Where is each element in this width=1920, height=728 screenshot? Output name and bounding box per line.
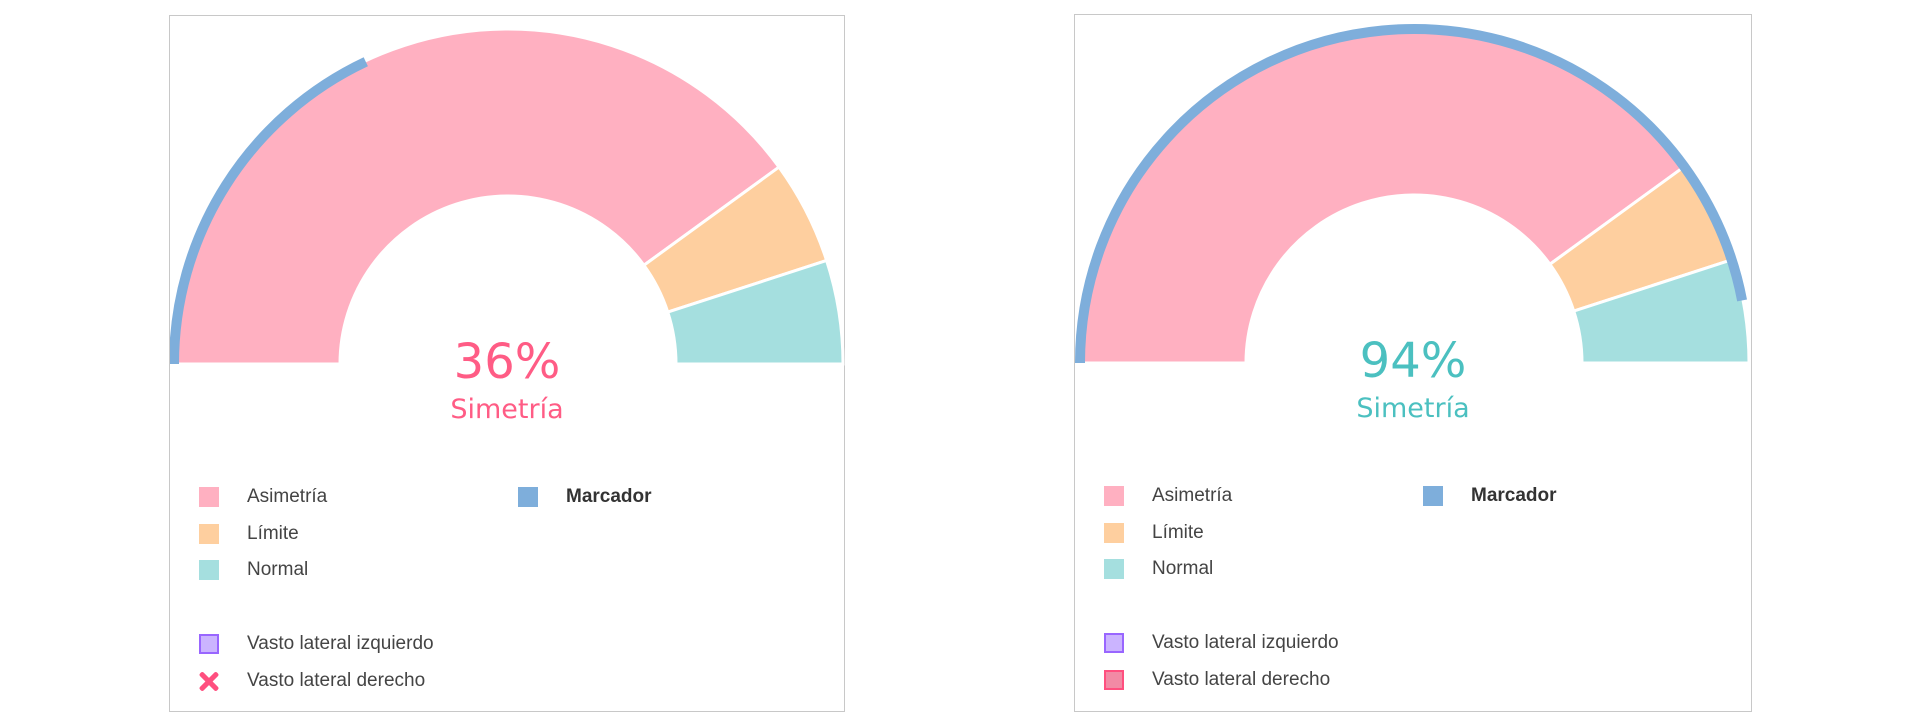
legend-label: Normal <box>247 559 309 580</box>
legend-label: Vasto lateral izquierdo <box>247 633 434 654</box>
legend-label: Asimetría <box>1152 485 1233 506</box>
legend-marcador[interactable]: Marcador <box>1423 484 1557 508</box>
legend-limite[interactable]: Límite <box>199 522 299 546</box>
asimetria-swatch-icon <box>199 487 219 507</box>
legend-vasto-izquierdo[interactable]: Vasto lateral izquierdo <box>199 632 434 656</box>
gauge-value: 36% <box>453 334 561 390</box>
legend-label: Vasto lateral derecho <box>247 670 426 691</box>
gauge-value: 94% <box>1359 333 1467 389</box>
legend-normal[interactable]: Normal <box>199 558 308 582</box>
legend-vasto-derecho[interactable]: Vasto lateral derecho <box>1104 668 1330 692</box>
square-icon <box>1104 670 1124 690</box>
gauge-label: Simetría <box>1356 393 1470 424</box>
square-icon <box>1104 633 1124 653</box>
legend-label: Asimetría <box>247 486 328 507</box>
gauge-label: Simetría <box>450 394 564 425</box>
marker-arc <box>1075 24 1747 364</box>
marcador-swatch-icon <box>518 487 538 507</box>
square-icon <box>199 634 219 654</box>
limite-swatch-icon <box>199 524 219 544</box>
marcador-swatch-icon <box>1423 486 1443 506</box>
marker-arc <box>170 57 368 365</box>
legend-vasto-izquierdo[interactable]: Vasto lateral izquierdo <box>1104 631 1339 655</box>
legend-asimetria[interactable]: Asimetría <box>1104 484 1232 508</box>
legend-label: Marcador <box>566 486 652 507</box>
legend-label: Vasto lateral izquierdo <box>1152 632 1339 653</box>
legend-normal[interactable]: Normal <box>1104 557 1213 581</box>
legend-marcador[interactable]: Marcador <box>518 485 652 509</box>
cross-icon <box>199 671 219 691</box>
gauge-card-left: 36% Simetría Asimetría Límite Normal Mar… <box>169 15 845 712</box>
band-normal[interactable] <box>665 258 845 366</box>
gauge-svg <box>170 27 845 366</box>
legend-label: Vasto lateral derecho <box>1152 669 1331 690</box>
asimetria-swatch-icon <box>1104 486 1124 506</box>
legend-asimetria[interactable]: Asimetría <box>199 485 327 509</box>
legend-vasto-derecho[interactable]: Vasto lateral derecho <box>199 669 425 693</box>
gauge-card-right: 94% Simetría Asimetría Límite Normal Mar… <box>1074 14 1752 712</box>
legend-label: Límite <box>247 523 299 544</box>
legend-label: Marcador <box>1471 485 1557 506</box>
normal-swatch-icon <box>1104 559 1124 579</box>
legend-label: Límite <box>1152 522 1204 543</box>
legend-label: Normal <box>1152 558 1214 579</box>
normal-swatch-icon <box>199 560 219 580</box>
legend-limite[interactable]: Límite <box>1104 521 1204 545</box>
gauge-svg <box>1075 24 1751 365</box>
limite-swatch-icon <box>1104 523 1124 543</box>
